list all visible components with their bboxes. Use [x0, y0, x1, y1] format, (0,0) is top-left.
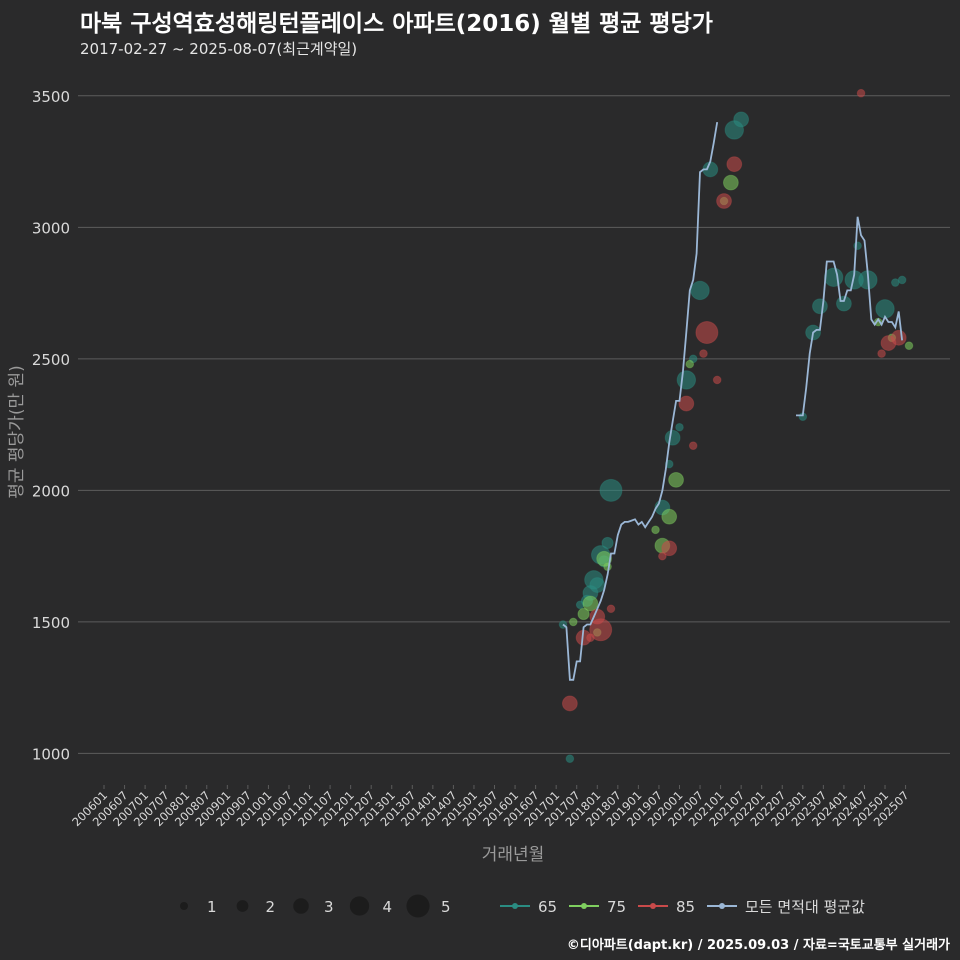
data-point-85 — [589, 618, 613, 642]
legend-size-marker — [349, 896, 370, 916]
legend-size-label: 2 — [266, 898, 276, 916]
y-axis-ticks: 1000 1500 2000 2500 3000 3500 — [32, 88, 70, 764]
data-point-65 — [823, 267, 844, 287]
y-axis-title: 평균 평당가(만 원) — [7, 365, 27, 499]
data-point-65 — [690, 280, 710, 301]
data-point-85 — [712, 375, 722, 385]
data-point-75 — [651, 525, 660, 535]
data-point-65 — [601, 536, 614, 550]
legend-size-marker — [236, 900, 249, 912]
data-point-75 — [582, 595, 599, 612]
data-point-85 — [877, 349, 886, 358]
data-point-65 — [890, 278, 900, 287]
data-point-85 — [699, 349, 708, 358]
data-point-85 — [661, 540, 678, 557]
legend-size-marker — [406, 894, 430, 918]
legend-series-label: 85 — [676, 898, 695, 916]
data-point-85 — [658, 551, 667, 561]
average-line — [562, 121, 903, 681]
legend-series-dot — [581, 903, 587, 909]
legend-size-label: 5 — [441, 898, 451, 916]
data-point-85 — [716, 193, 732, 209]
data-point-75 — [661, 508, 678, 525]
data-point-75 — [577, 607, 590, 621]
legend-size-label: 4 — [383, 898, 393, 916]
data-point-65 — [565, 754, 575, 763]
legend: 1 2 3 4 5 65 75 85 모든 면적대 평균값 — [180, 894, 865, 918]
average-line-segment — [562, 121, 719, 681]
data-point-75 — [722, 174, 739, 191]
data-point-85 — [695, 321, 719, 345]
legend-size-label: 1 — [207, 898, 217, 916]
legend-series-label: 65 — [538, 898, 557, 916]
legend-size-marker — [293, 898, 309, 914]
data-point-85 — [726, 156, 743, 173]
data-point-65 — [675, 422, 684, 432]
data-point-85 — [688, 441, 698, 450]
legend-series-label: 모든 면적대 평균값 — [745, 898, 865, 916]
y-tick-label: 1000 — [32, 745, 70, 763]
data-point-65 — [589, 577, 606, 593]
x-axis-ticks: 2006012006072007012007072008012008072009… — [69, 785, 912, 829]
data-point-85 — [856, 88, 866, 98]
data-point-65 — [812, 298, 828, 315]
average-line-segment — [796, 216, 903, 417]
data-point-65 — [897, 275, 907, 285]
chart-subtitle: 2017-02-27 ~ 2025-08-07(최근계약일) — [80, 40, 358, 58]
source-caption: ©디아파트(dapt.kr) / 2025.09.03 / 자료=국토교통부 실… — [566, 938, 950, 953]
data-point-65 — [664, 429, 681, 446]
data-point-85 — [606, 604, 616, 614]
data-point-65 — [676, 370, 697, 390]
data-point-85 — [678, 395, 695, 412]
y-tick-label: 2500 — [32, 351, 70, 369]
legend-size-marker — [180, 902, 188, 910]
legend-size-label: 3 — [324, 898, 334, 916]
legend-series-dot — [512, 903, 518, 909]
chart-title: 마북 구성역효성해링턴플레이스 아파트(2016) 월별 평균 평당가 — [80, 11, 713, 37]
legend-series-dot — [719, 903, 725, 909]
grid-layer — [78, 95, 950, 754]
y-tick-label: 3500 — [32, 88, 70, 106]
data-point-75 — [685, 359, 695, 369]
legend-series-label: 75 — [607, 898, 626, 916]
scatter-points — [558, 88, 914, 763]
data-point-75 — [668, 471, 684, 488]
data-point-65 — [599, 478, 623, 502]
data-point-85 — [890, 329, 907, 346]
x-axis-title: 거래년월 — [482, 845, 545, 865]
data-point-85 — [561, 695, 578, 712]
y-tick-label: 3000 — [32, 219, 70, 237]
y-tick-label: 1500 — [32, 614, 70, 632]
y-tick-label: 2000 — [32, 482, 70, 500]
data-point-75 — [568, 617, 578, 627]
data-point-75 — [904, 341, 914, 350]
data-point-65 — [733, 111, 750, 128]
legend-series-dot — [650, 903, 656, 909]
